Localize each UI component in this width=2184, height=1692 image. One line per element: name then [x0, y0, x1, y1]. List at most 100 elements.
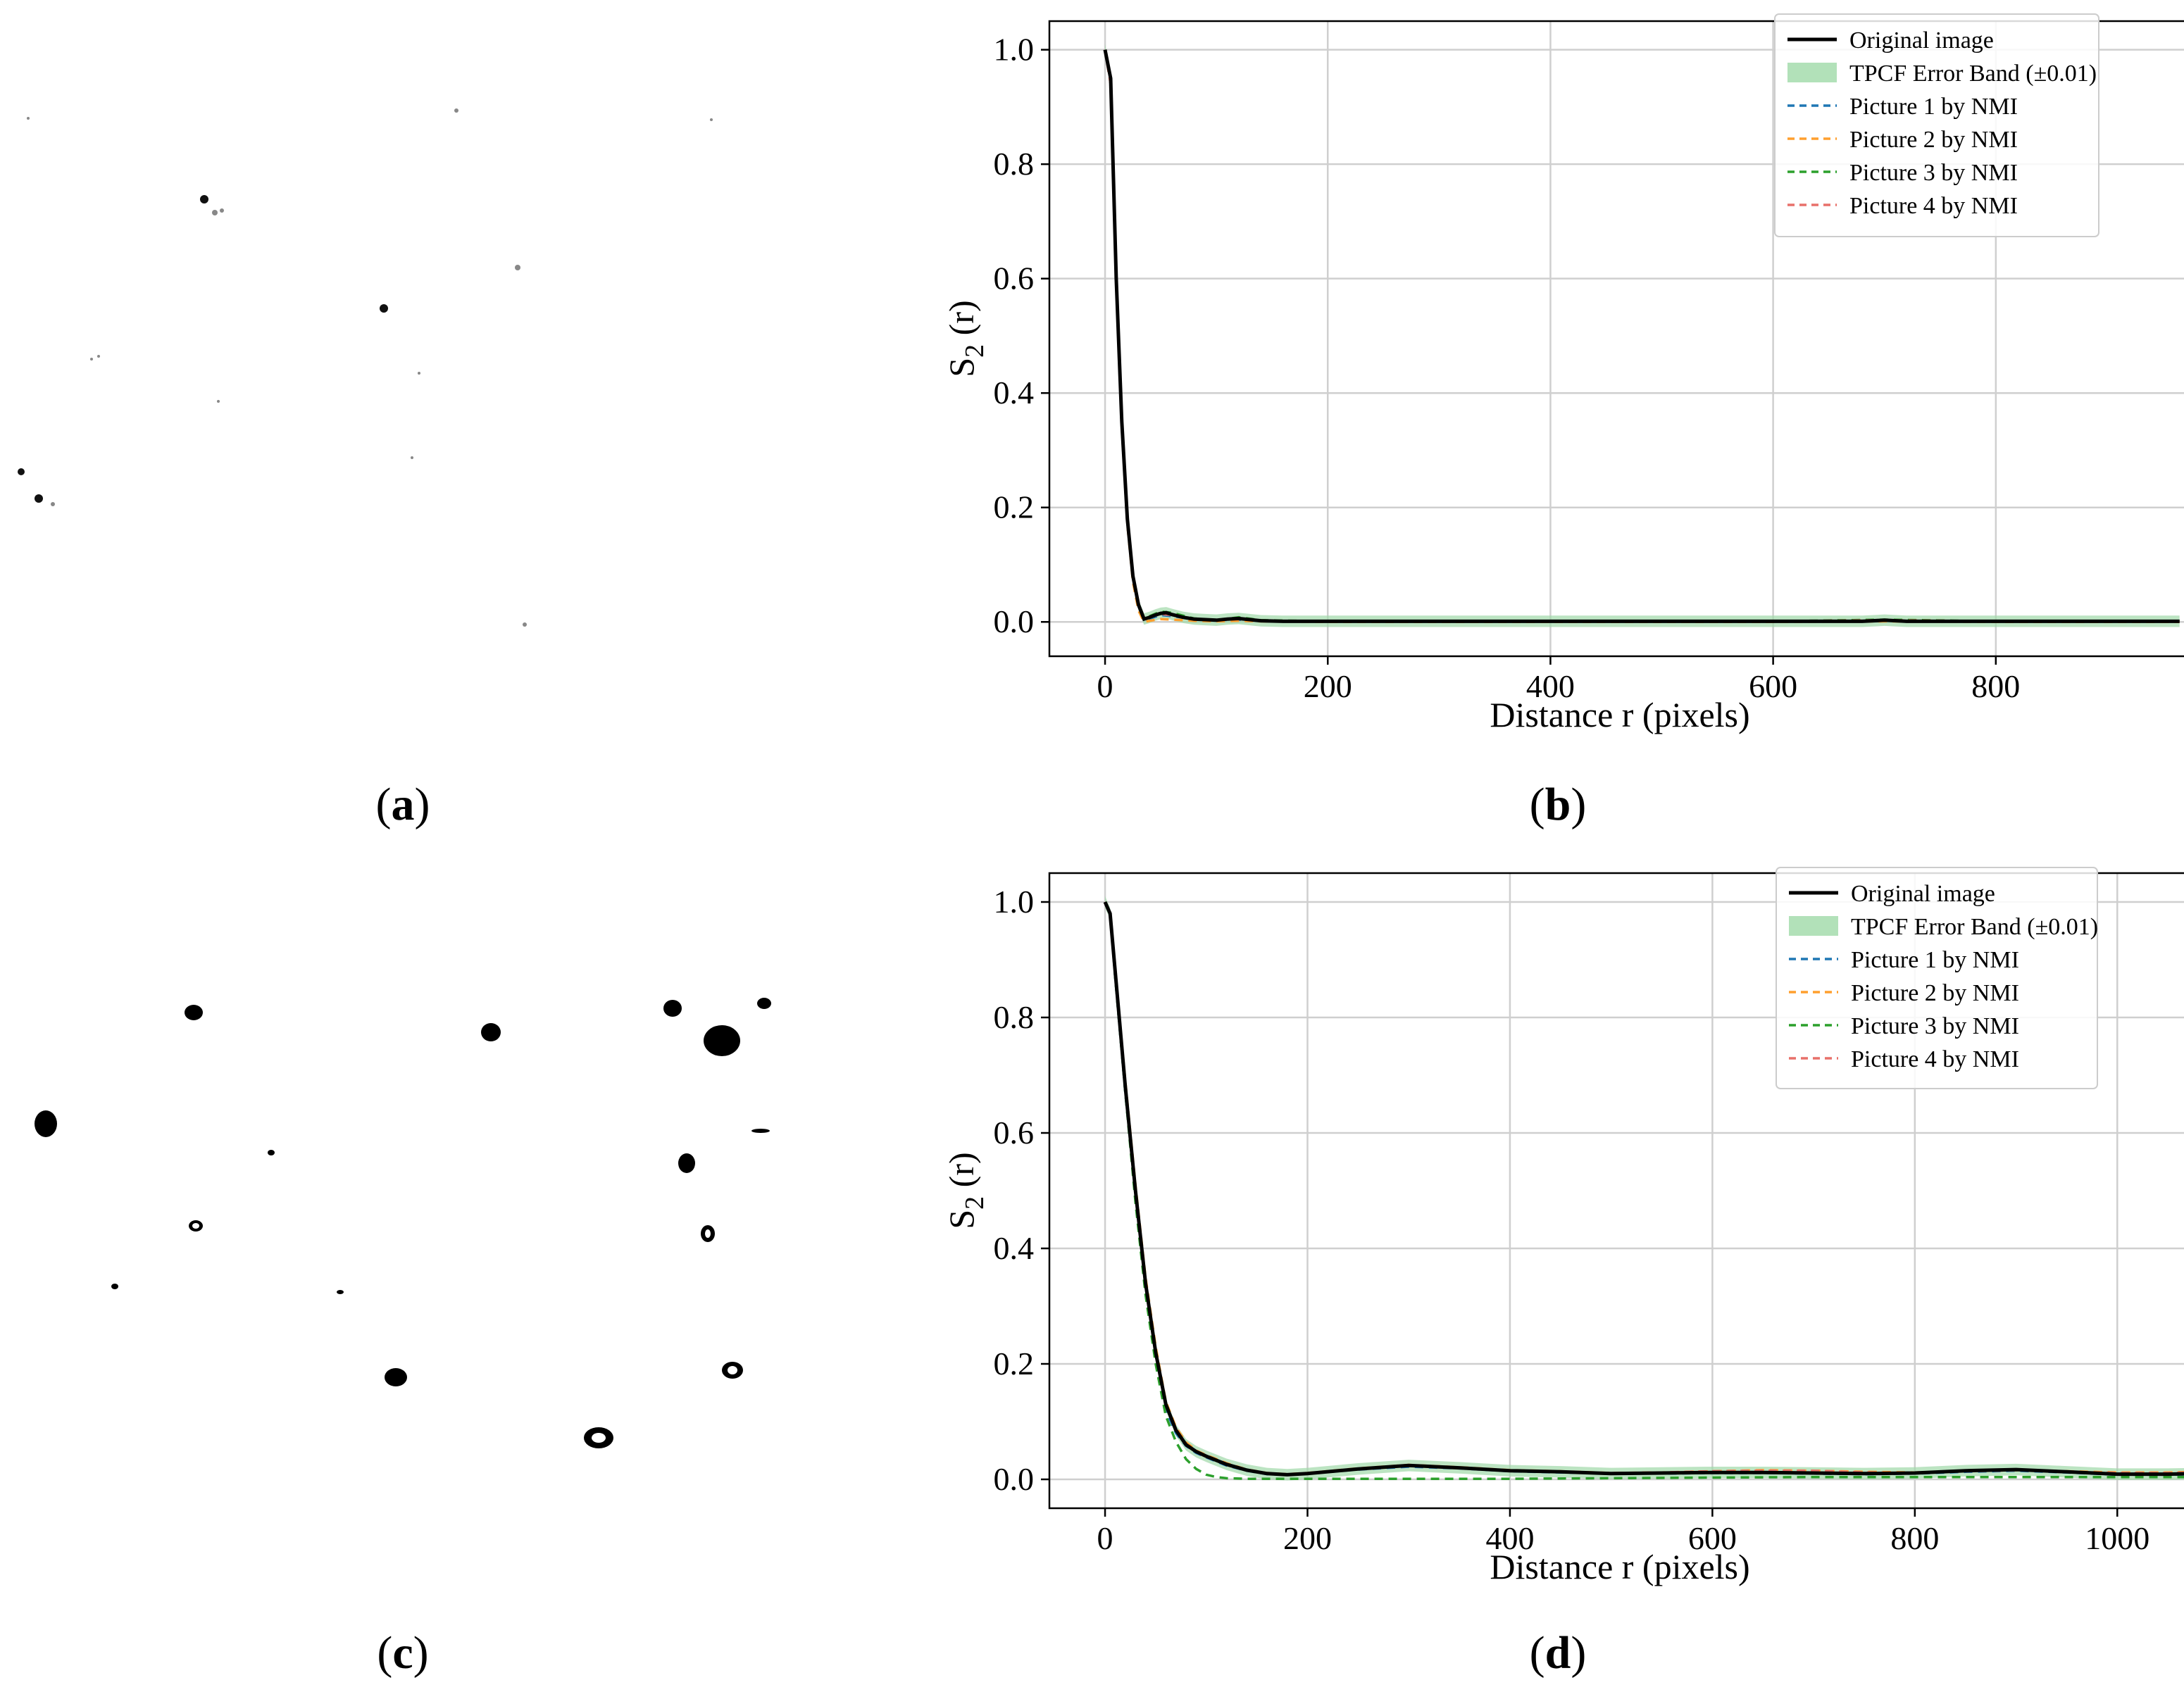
x-axis-label: Distance r (pixels) [1490, 695, 1749, 734]
legend-box [1774, 13, 2099, 237]
panel-c-label-letter: c [392, 1627, 413, 1679]
legend-box [1776, 867, 2098, 1089]
particle-image-c [35, 998, 771, 1448]
panel-b-label-letter: b [1545, 779, 1571, 830]
panel-d-label-close: ) [1571, 1627, 1587, 1679]
panel-b-label: (b) [1487, 778, 1628, 832]
panel-a-label-open: ( [375, 779, 392, 830]
particle-13 [385, 1368, 407, 1386]
s2-chart-d: 0 200 400 600 800 1000 0.0 0.2 0.4 0.6 0.8 1.0 Dista… [942, 867, 2184, 1586]
panel-d-label-open: ( [1529, 1627, 1545, 1679]
y-tick-label: 0.0 [994, 603, 1035, 639]
x-tick-label: 800 [1971, 668, 2020, 704]
particle-image-a [18, 108, 713, 627]
particle-15 [411, 456, 413, 459]
panel-a-label: (a) [332, 778, 473, 832]
y-tick-label: 0.4 [994, 375, 1035, 411]
x-tick-label: 0 [1097, 1520, 1113, 1556]
legend-entry-label: Picture 3 by NMI [1851, 1013, 2019, 1039]
legend-entry-label: TPCF Error Band (±0.01) [1849, 61, 2097, 87]
particle-1 [481, 1023, 501, 1041]
y-axis-label-sub: 2 [960, 1196, 990, 1210]
legend-entry-label: Picture 2 by NMI [1849, 127, 2018, 153]
plot-frame [1048, 20, 2184, 658]
legend-entry-label: Picture 3 by NMI [1849, 160, 2018, 186]
panel-a-image [0, 28, 817, 746]
y-axis-label: S2 (r) [942, 1152, 990, 1229]
particle-16 [27, 117, 30, 120]
panel-c-image [0, 915, 817, 1514]
x-tick-label: 200 [1283, 1520, 1332, 1556]
particle-7 [678, 1153, 695, 1173]
x-tick-label: 400 [1485, 1520, 1534, 1556]
particle-3 [380, 304, 388, 313]
y-tick-label: 0.8 [994, 146, 1035, 182]
y-tick-label: 1.0 [994, 32, 1035, 68]
particle-10 [523, 622, 527, 627]
plot-frame [1048, 872, 2184, 1510]
y-tick-label: 0.8 [994, 999, 1035, 1035]
particle-2 [663, 1000, 682, 1017]
particle-12 [337, 1290, 344, 1294]
panel-a-label-close: ) [414, 779, 430, 830]
x-tick-label: 1000 [2085, 1520, 2149, 1556]
particle-14 [418, 372, 420, 375]
x-tick-label: 0 [1097, 668, 1113, 704]
x-axis-label: Distance r (pixels) [1490, 1547, 1749, 1586]
y-axis-label-main: S [942, 1210, 981, 1229]
legend-entry-label: Original image [1849, 27, 1994, 54]
x-tick-label: 600 [1749, 668, 1797, 704]
particle-9 [51, 502, 55, 506]
y-tick-label: 0.6 [994, 1115, 1035, 1151]
x-tick-label: 600 [1688, 1520, 1737, 1556]
legend-entry-label: Original image [1851, 881, 1995, 907]
panel-d-chart: 0 200 400 600 800 1000 0.0 0.2 0.4 0.6 0.8 1.0 Dista… [909, 852, 2184, 1619]
legend-swatch-band [1787, 63, 1837, 82]
particle-13 [217, 400, 220, 403]
y-axis-label-sub: 2 [960, 344, 990, 358]
y-axis-label-tail: (r) [942, 1152, 981, 1196]
legend-entry-label: TPCF Error Band (±0.01) [1851, 914, 2098, 940]
particle-12 [97, 355, 100, 358]
y-tick-label: 0.6 [994, 261, 1035, 296]
particle-6 [268, 1150, 275, 1155]
legend-swatch-band [1789, 916, 1838, 936]
legend-entry-label: Picture 4 by NMI [1851, 1046, 2019, 1072]
series-line-original-image [1103, 901, 2184, 1477]
y-axis-label-tail: (r) [942, 300, 981, 344]
panel-c-label: (c) [332, 1627, 473, 1680]
y-tick-label: 1.0 [994, 884, 1035, 920]
particle-hole-0 [192, 1223, 199, 1229]
particle-8 [751, 1129, 770, 1133]
particle-5 [35, 1110, 57, 1137]
particle-0 [185, 1005, 203, 1020]
y-tick-label: 0.2 [994, 1346, 1035, 1381]
particle-11 [90, 358, 93, 361]
particle-hole-1 [705, 1229, 711, 1238]
panel-d-label: (d) [1487, 1627, 1628, 1680]
series-line-original-image [1103, 49, 2180, 623]
particle-2 [220, 208, 224, 213]
particle-3 [757, 998, 771, 1009]
y-axis-label: S2 (r) [942, 300, 990, 377]
panel-c-label-open: ( [377, 1627, 393, 1679]
x-tick-label: 800 [1890, 1520, 1939, 1556]
panel-a-label-letter: a [391, 779, 415, 830]
particle-4 [704, 1025, 740, 1056]
panel-b-label-open: ( [1529, 779, 1545, 830]
x-tick-label: 400 [1526, 668, 1575, 704]
y-axis-label-main: S [942, 358, 981, 377]
y-tick-label: 0.0 [994, 1461, 1035, 1497]
legend-entry-label: Picture 1 by NMI [1849, 94, 2018, 120]
y-tick-label: 0.2 [994, 489, 1035, 525]
particle-1 [212, 210, 218, 215]
panel-d-label-letter: d [1545, 1627, 1571, 1679]
particle-0 [200, 195, 208, 203]
legend-entry-label: Picture 1 by NMI [1851, 947, 2019, 973]
particle-5 [454, 108, 458, 113]
x-tick-label: 200 [1304, 668, 1352, 704]
panel-b-chart: 020040060080010000.00.20.40.60.81.0Dista… [909, 0, 2184, 760]
panel-c-label-close: ) [413, 1627, 429, 1679]
legend-entry-label: Picture 4 by NMI [1849, 193, 2018, 219]
particle-4 [515, 265, 520, 270]
